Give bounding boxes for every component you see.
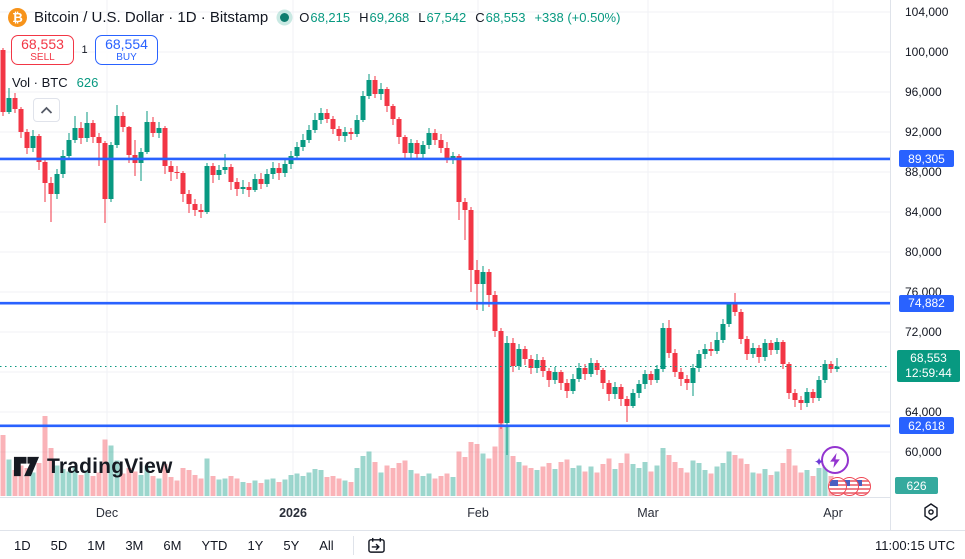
buy-label: BUY: [116, 52, 137, 64]
range-button-5d[interactable]: 5D: [42, 535, 77, 556]
time-tick-mar: Mar: [637, 506, 659, 520]
bar-countdown: 12:59:44: [905, 366, 952, 381]
candlestick-chart[interactable]: [0, 0, 890, 497]
axis-settings-gear-icon[interactable]: [922, 503, 940, 521]
symbol-title[interactable]: Bitcoin / U.S. Dollar · 1D · Bitstamp: [34, 9, 269, 26]
range-button-1m[interactable]: 1M: [78, 535, 114, 556]
price-tick: 96,000: [905, 85, 942, 99]
range-button-1d[interactable]: 1D: [5, 535, 40, 556]
price-tick: 64,000: [905, 405, 942, 419]
sparkle-icon: ✦: [814, 455, 825, 469]
range-button-ytd[interactable]: YTD: [192, 535, 236, 556]
sell-label: SELL: [30, 52, 55, 64]
level-price-label: 74,882: [899, 294, 954, 312]
volume-legend: Vol · BTC 626: [12, 75, 98, 90]
chevron-up-icon: [40, 106, 53, 114]
range-button-all[interactable]: All: [310, 535, 342, 556]
price-tick: 88,000: [905, 165, 942, 179]
current-price-label: 68,553 12:59:44: [897, 350, 960, 383]
ohlc-values: O68,215 H69,268 L67,542 C68,553 +338 (+0.50%…: [299, 10, 620, 25]
time-tick-feb: Feb: [467, 506, 489, 520]
toolbar-separator: [352, 535, 354, 555]
economic-event-flags[interactable]: [828, 477, 871, 496]
range-button-1y[interactable]: 1Y: [238, 535, 272, 556]
go-to-date-button[interactable]: [363, 535, 390, 556]
time-tick-dec: Dec: [95, 506, 119, 520]
bottom-toolbar: 1D 5D 1M 3M 6M YTD 1Y 5Y All 11:00:15 UTC: [0, 530, 965, 559]
range-button-3m[interactable]: 3M: [116, 535, 152, 556]
volume-legend-value: 626: [76, 75, 99, 90]
price-tick: 104,000: [905, 5, 949, 19]
level-price-label: 62,618: [899, 417, 954, 435]
price-change: +338 (+0.50%): [534, 10, 621, 25]
price-tick: 60,000: [905, 445, 942, 459]
volume-axis-label: 626: [895, 477, 938, 494]
sell-button[interactable]: 68,553 SELL: [11, 35, 74, 65]
level-price-label: 89,305: [899, 150, 954, 168]
price-axis[interactable]: 104,000 100,000 96,000 92,000 88,000 84,000 80…: [890, 0, 965, 530]
us-flag-icon[interactable]: [828, 477, 847, 496]
buy-button[interactable]: 68,554 BUY: [95, 35, 158, 65]
calendar-icon: [367, 537, 385, 553]
ohlc-pair: C68,553: [475, 10, 526, 25]
price-tick: 72,000: [905, 325, 942, 339]
ohlc-pair: O68,215: [299, 10, 351, 25]
time-tick-apr: Apr: [823, 506, 843, 520]
range-button-6m[interactable]: 6M: [154, 535, 190, 556]
price-tick: 84,000: [905, 205, 942, 219]
lightning-bolt-icon: [829, 452, 840, 468]
time-axis[interactable]: Dec 2026 Feb Mar Apr: [0, 497, 890, 530]
last-price: 68,553: [910, 351, 947, 366]
sell-price: 68,553: [21, 35, 64, 52]
price-tick: 92,000: [905, 125, 942, 139]
ohlc-pair: L67,542: [418, 10, 467, 25]
market-status-icon[interactable]: [280, 13, 290, 22]
utc-clock: 11:00:15 UTC: [875, 537, 955, 553]
ohlc-pair: H69,268: [359, 10, 410, 25]
buy-price: 68,554: [105, 35, 148, 52]
time-tick-2026: 2026: [279, 506, 307, 520]
bitcoin-icon: ₿: [8, 8, 27, 27]
collapse-pane-button[interactable]: [33, 98, 60, 122]
volume-legend-label: Vol · BTC: [12, 75, 68, 90]
event-lightning-icon[interactable]: [821, 446, 849, 474]
price-tick: 80,000: [905, 245, 942, 259]
spread-value: 1: [81, 44, 88, 56]
range-button-5y[interactable]: 5Y: [274, 535, 308, 556]
price-tick: 100,000: [905, 45, 949, 59]
